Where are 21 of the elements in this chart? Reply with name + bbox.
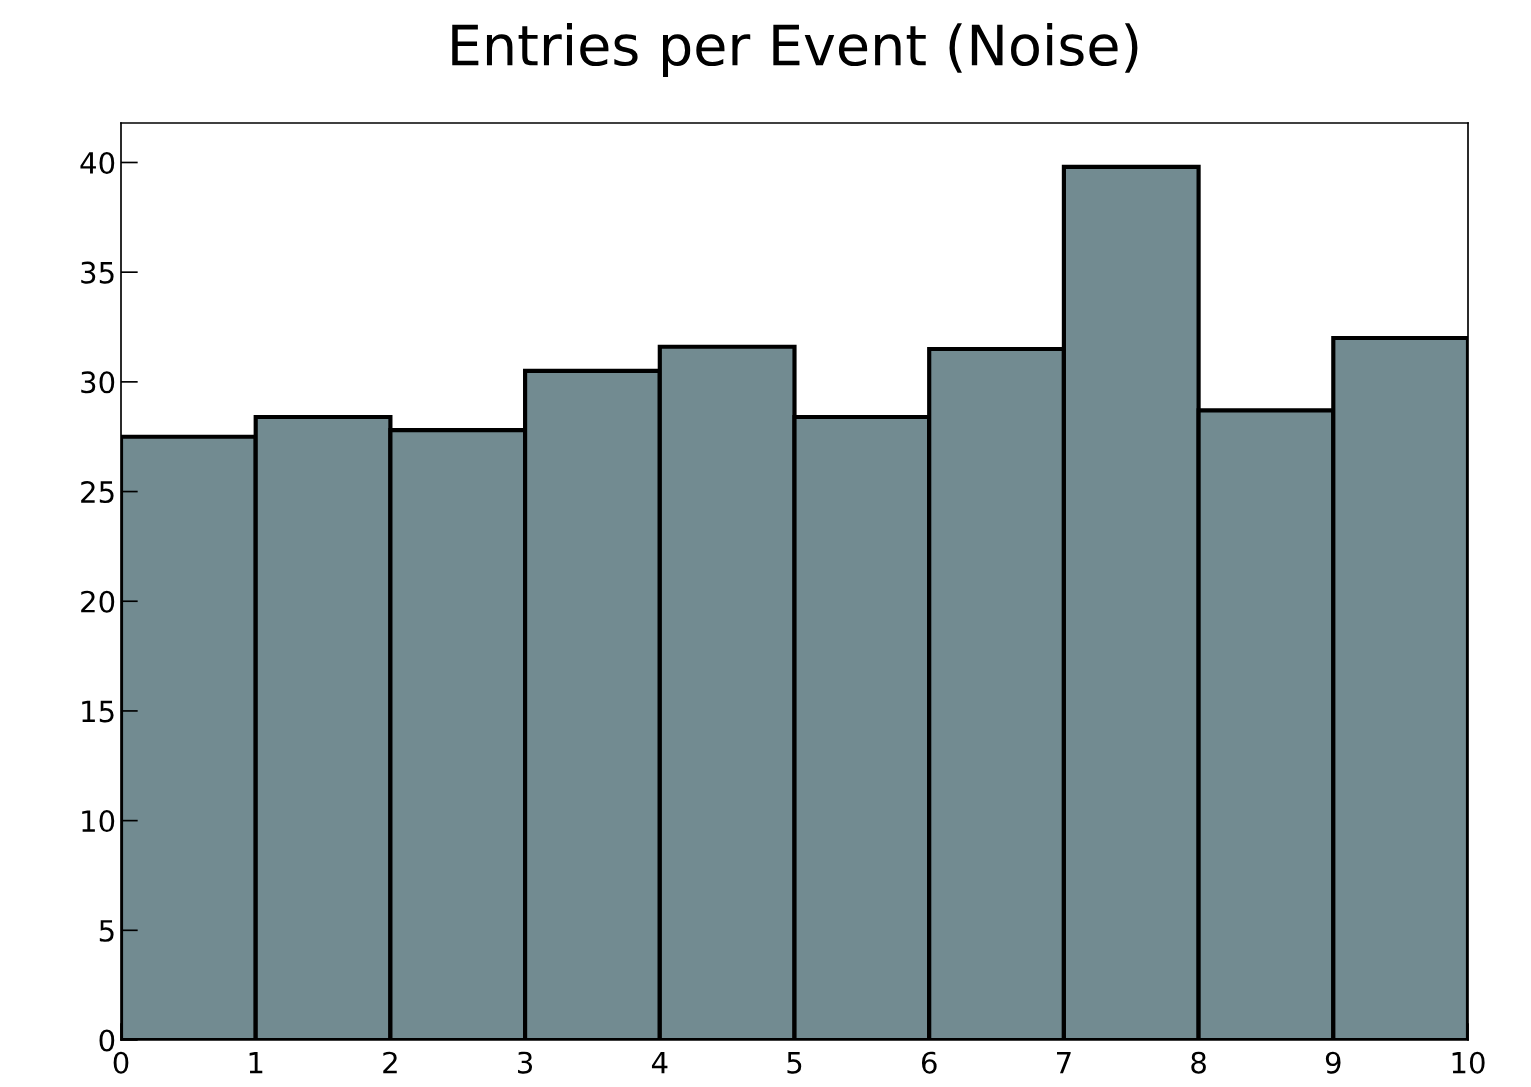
y-tick-label: 10 — [82, 810, 115, 833]
x-tick-label: 4 — [651, 1052, 668, 1074]
y-tick-label: 15 — [82, 700, 114, 723]
y-tick-label: 0 — [99, 1029, 115, 1052]
y-tick-label: 35 — [81, 261, 114, 284]
x-tick-label: 0 — [113, 1051, 129, 1074]
x-tick-label: 1 — [249, 1052, 263, 1074]
chart-title: Entries per Event (Noise) — [452, 23, 1138, 77]
y-tick-label: 25 — [81, 480, 114, 504]
y-tick-label: 5 — [99, 920, 114, 942]
x-tick-label: 2 — [383, 1051, 397, 1074]
x-tick-label: 10 — [1452, 1051, 1485, 1074]
y-tick-label: 30 — [81, 371, 115, 394]
x-tick-label: 5 — [787, 1052, 802, 1074]
x-tick-label: 7 — [1057, 1052, 1071, 1074]
y-tick-label: 20 — [81, 590, 115, 613]
x-tick-label: 9 — [1325, 1051, 1341, 1074]
x-tick-label: 8 — [1191, 1051, 1206, 1074]
y-tick-label: 40 — [80, 151, 115, 174]
x-tick-label: 6 — [921, 1051, 937, 1074]
x-tick-label: 3 — [518, 1051, 533, 1074]
